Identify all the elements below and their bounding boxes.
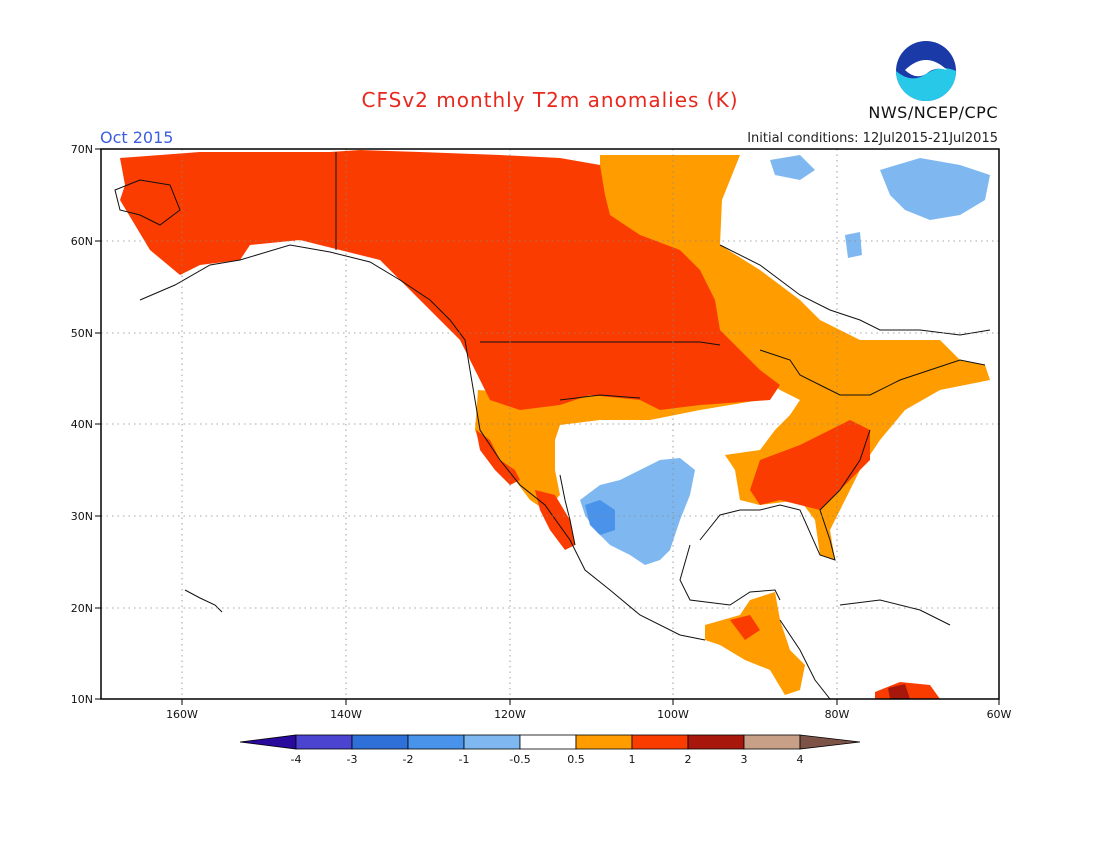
moderate-cool-anomaly-region bbox=[585, 500, 615, 535]
lat-label: 60N bbox=[71, 235, 93, 248]
colorbar-label: -0.5 bbox=[509, 753, 530, 766]
lat-label: 20N bbox=[71, 602, 93, 615]
lat-label: 30N bbox=[71, 510, 93, 523]
lon-label: 120W bbox=[494, 708, 526, 721]
warm-anomaly-region bbox=[705, 592, 805, 695]
coastlines bbox=[114, 152, 991, 699]
lat-label: 10N bbox=[71, 693, 93, 706]
colorbar-swatch bbox=[575, 734, 633, 750]
strong-warm-anomaly-region bbox=[120, 150, 780, 410]
forecast-month: Oct 2015 bbox=[100, 128, 174, 147]
noaa-logo-icon bbox=[896, 41, 956, 101]
initial-conditions: Initial conditions: 12Jul2015-21Jul2015 bbox=[747, 131, 998, 146]
anomaly-field bbox=[120, 150, 990, 699]
colorbar-label: -1 bbox=[459, 753, 470, 766]
colorbar-swatch bbox=[295, 734, 353, 750]
cool-anomaly-region bbox=[880, 158, 990, 220]
strong-warm-anomaly-region bbox=[730, 615, 760, 640]
cool-anomaly-region bbox=[580, 458, 695, 565]
colorbar-label: -3 bbox=[347, 753, 358, 766]
colorbar-swatch bbox=[239, 734, 297, 750]
agency-label: NWS/NCEP/CPC bbox=[868, 103, 998, 122]
lon-label: 160W bbox=[166, 708, 198, 721]
lon-label: 60W bbox=[987, 708, 1012, 721]
colorbar-label: -2 bbox=[403, 753, 414, 766]
colorbar-label: 1 bbox=[629, 753, 636, 766]
cool-anomaly-region bbox=[845, 232, 862, 258]
chart-title: CFSv2 monthly T2m anomalies (K) bbox=[361, 88, 739, 112]
colorbar-swatch bbox=[631, 734, 689, 750]
colorbar-label: -4 bbox=[291, 753, 302, 766]
warm-anomaly-region bbox=[475, 380, 760, 510]
lat-label: 50N bbox=[71, 327, 93, 340]
colorbar-swatch bbox=[743, 734, 801, 750]
colorbar-swatch bbox=[351, 734, 409, 750]
extreme-warm-anomaly-region bbox=[888, 684, 910, 699]
strong-warm-anomaly-region bbox=[750, 420, 870, 510]
cool-anomaly-region bbox=[770, 155, 815, 180]
strong-warm-anomaly-region bbox=[535, 490, 575, 550]
colorbar-label: 4 bbox=[797, 753, 804, 766]
colorbar-swatch bbox=[407, 734, 465, 750]
warm-anomaly-region bbox=[600, 155, 990, 560]
colorbar-swatch bbox=[519, 734, 577, 750]
colorbar bbox=[239, 734, 861, 750]
colorbar-label: 2 bbox=[685, 753, 692, 766]
colorbar-label: 0.5 bbox=[567, 753, 585, 766]
lon-label: 140W bbox=[330, 708, 362, 721]
colorbar-swatch bbox=[463, 734, 521, 750]
colorbar-swatch bbox=[687, 734, 745, 750]
graticule bbox=[101, 149, 999, 699]
colorbar-label: 3 bbox=[741, 753, 748, 766]
axis-ticks bbox=[95, 148, 1000, 705]
lon-label: 100W bbox=[657, 708, 689, 721]
lat-label: 70N bbox=[71, 143, 93, 156]
lat-label: 40N bbox=[71, 418, 93, 431]
lon-label: 80W bbox=[825, 708, 850, 721]
colorbar-swatch bbox=[799, 734, 861, 750]
